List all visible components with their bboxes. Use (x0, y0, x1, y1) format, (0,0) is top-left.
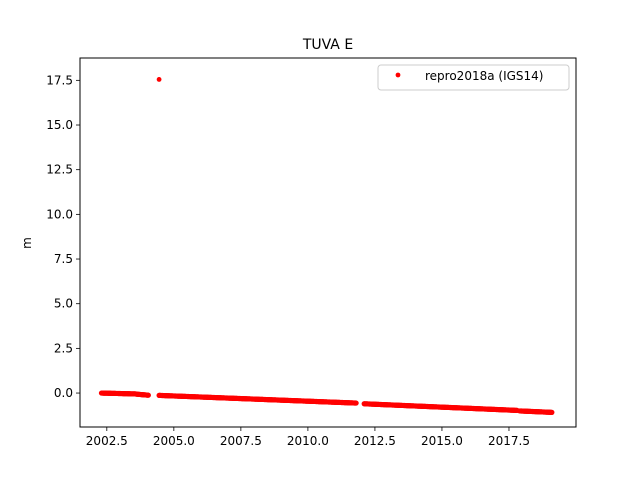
x-tick-label: 2012.5 (354, 434, 396, 448)
y-tick-label: 2.5 (54, 341, 73, 355)
y-axis-label: m (20, 237, 34, 249)
outlier-point (156, 77, 162, 82)
data-point (353, 400, 359, 406)
y-tick-label: 17.5 (46, 73, 73, 87)
y-tick-label: 15.0 (46, 118, 73, 132)
legend-box (377, 64, 570, 91)
x-tick-label: 2015.0 (421, 434, 463, 448)
y-tick-label: 7.5 (54, 252, 73, 266)
data-point (145, 392, 151, 398)
plot-frame (79, 57, 577, 428)
y-tick-label: 12.5 (46, 163, 73, 177)
legend: repro2018a (IGS14) (377, 64, 570, 91)
y-tick-label: 10.0 (46, 207, 73, 221)
y-tick-label: 5.0 (54, 297, 73, 311)
x-axis: 2002.5 2005.0 2007.5 2010.0 2012.5 2015.0 2017… (86, 427, 530, 448)
x-tick-label: 2010.0 (287, 434, 329, 448)
y-axis: 0.0 2.5 5.0 7.5 10.0 12.5 15.0 17.5 (46, 73, 80, 400)
plot-area (98, 77, 555, 415)
x-tick-label: 2005.0 (153, 434, 195, 448)
chart-title: TUVA E (302, 37, 353, 53)
y-tick-label: 0.0 (54, 386, 73, 400)
data-point (549, 409, 555, 415)
legend-label: repro2018a (IGS14) (425, 69, 543, 83)
legend-marker (395, 72, 401, 78)
x-tick-label: 2002.5 (86, 434, 128, 448)
x-tick-label: 2007.5 (220, 434, 262, 448)
x-tick-label: 2017.5 (488, 434, 530, 448)
